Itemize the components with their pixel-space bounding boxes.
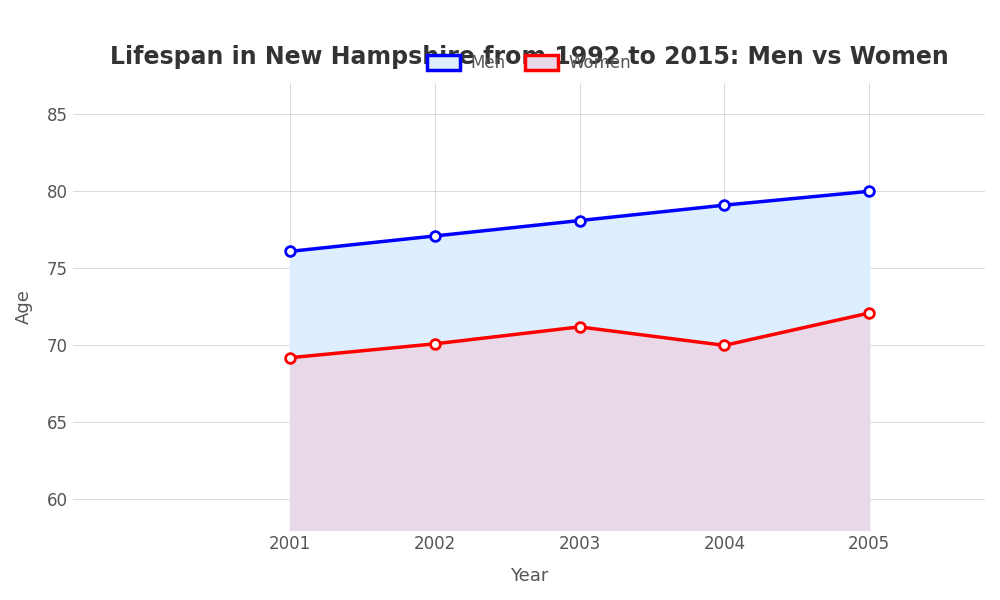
- Line: Women: Women: [285, 308, 874, 362]
- Men: [574, 217, 586, 224]
- Women: [429, 340, 441, 347]
- Men: [718, 202, 730, 209]
- Women: [574, 323, 586, 331]
- Men: [429, 232, 441, 239]
- X-axis label: Year: Year: [510, 567, 548, 585]
- Men: [284, 248, 296, 255]
- Women: [284, 354, 296, 361]
- Men: [863, 188, 875, 195]
- Women: [863, 310, 875, 317]
- Line: Men: Men: [285, 187, 874, 256]
- Women: [718, 342, 730, 349]
- Title: Lifespan in New Hampshire from 1992 to 2015: Men vs Women: Lifespan in New Hampshire from 1992 to 2…: [110, 45, 948, 69]
- Y-axis label: Age: Age: [15, 289, 33, 324]
- Legend: Men, Women: Men, Women: [420, 47, 638, 79]
